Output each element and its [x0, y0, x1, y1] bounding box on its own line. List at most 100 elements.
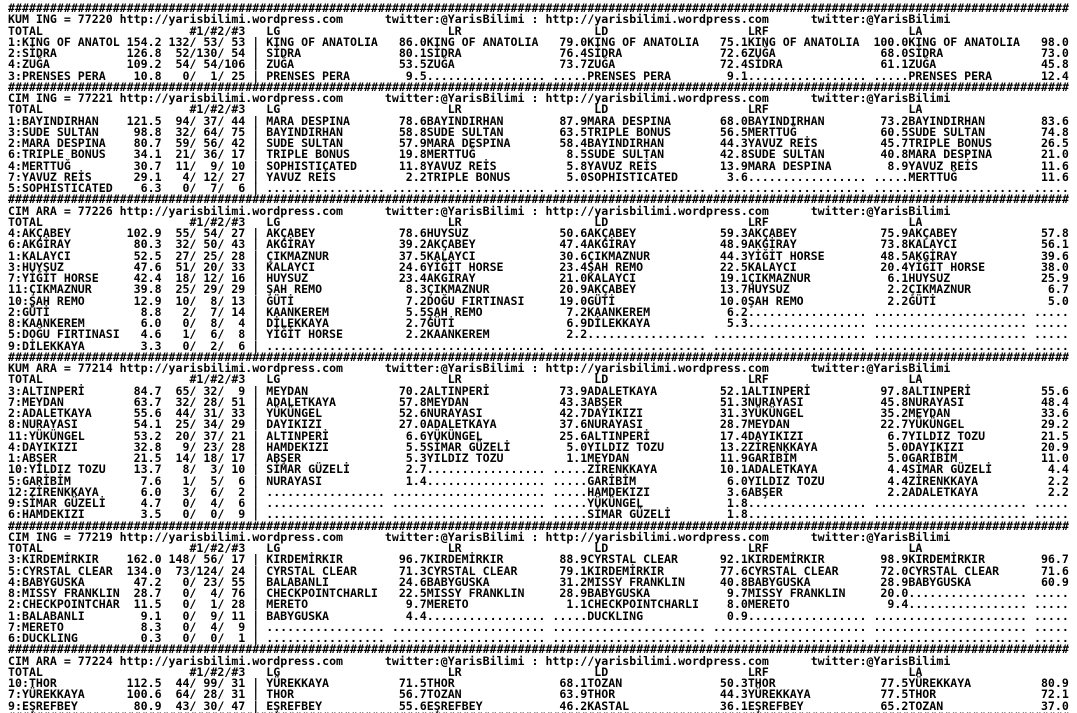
row-horse-name: 2:SİDRA — [8, 46, 57, 60]
cell-lg-name: SOPHISTICATED — [266, 158, 357, 173]
cell-la-value: 71.6 — [1040, 563, 1069, 578]
table-row: 3:KIRDEMİRKIR 162.0 148/ 56/ 17 | KIRDEMİRKI… — [8, 552, 1077, 567]
cell-lrf-name: CYRSTAL CLEAR — [747, 563, 839, 578]
row-total-value: 134.0 — [126, 563, 162, 578]
cell-la-name: MEYDAN — [908, 406, 951, 420]
cell-lr-value: 5.0 — [566, 169, 588, 184]
cell-la-name: ................. — [908, 316, 1028, 330]
cell-la-name: ................. — [908, 327, 1028, 342]
cell-la-name: ................. — [908, 597, 1028, 612]
cell-lr-name: MERETO — [426, 597, 469, 612]
cell-la-value: 72.1 — [1040, 687, 1069, 702]
column-header-la: LA — [908, 372, 923, 387]
row-placings: 65/ 32/ 9 — [175, 383, 246, 398]
cell-ld-name: AKÇABEY — [587, 226, 637, 240]
cell-ld-value: 44.3 — [719, 136, 748, 150]
row-total-value: 121.5 — [126, 113, 162, 128]
row-placings: 43/ 30/ 47 — [175, 698, 246, 713]
cell-lr-value: ..... — [552, 631, 588, 645]
column-header-lrf: LRF — [747, 102, 769, 117]
table-row: 10:THOR 112.5 44/ 99/ 31 | YÜREKKAYA 71.5THOR… — [8, 676, 1077, 690]
table-row: 5:SOPHISTICATED 6.3 0/ 7/ 6 |..............… — [8, 182, 1077, 194]
cell-lg-name: MARA DESPINA — [266, 113, 350, 128]
cell-lr-name: NURAYASI — [426, 406, 483, 420]
cell-la-value: ..... — [1033, 338, 1069, 353]
cell-la-value: 74.8 — [1040, 124, 1069, 139]
cell-la-name: SİDRA — [908, 46, 944, 60]
race-label: KUM ING = 77220 — [8, 12, 113, 27]
cell-ld-value: 59.3 — [719, 226, 748, 240]
column-header-row: TOTAL #1/#2/#3 LG LR LD LRF LA — [8, 102, 1077, 117]
row-total-value: 4.6 — [140, 327, 162, 342]
table-row: 4:BABYGUSKA 47.2 0/ 23/ 55 | BALABANLI 24.6BA… — [8, 576, 1077, 588]
site-url: http://yarisbilimi.wordpress.com — [545, 653, 769, 668]
cell-la-name: BAYINDIRHAN — [908, 113, 986, 128]
cell-ld-value: 44.3 — [719, 248, 748, 263]
twitter-handle: twitter:@YarisBilimi — [384, 91, 525, 105]
row-horse-name: 5:GARİBİM — [8, 473, 71, 488]
table-row: 1:ABŞER 21.5 14/ 18/ 17 | ABŞER 5.3YILDIZ TOZ… — [8, 451, 1077, 465]
cell-lr-value: 37.6 — [559, 417, 588, 432]
cell-ld-value: 0.9 — [726, 608, 748, 623]
cell-ld-name: AKGİRAY — [587, 237, 637, 252]
twitter-handle: twitter:@YarisBilimi — [384, 529, 525, 544]
cell-lr-value: 73.7 — [559, 57, 588, 72]
cell-lg-name: BAYINDIRHAN — [266, 124, 343, 139]
cell-lr-value: ..... — [552, 68, 588, 83]
cell-lr-value: 46.2 — [559, 698, 588, 713]
cell-la-name: GARİBİM — [908, 451, 958, 465]
cell-la-name: DAYIKIZI — [908, 439, 965, 454]
row-total-value: 109.2 — [126, 57, 162, 72]
cell-ld-name: BABYGUSKA — [587, 586, 651, 600]
pipe-divider: | — [252, 507, 260, 522]
cell-la-value: 12.4 — [1040, 68, 1069, 83]
cell-la-value: 2.2 — [1047, 484, 1069, 499]
colon-separator: : — [531, 12, 539, 27]
cell-lr-name: KAANKEREM — [426, 327, 490, 342]
section-header: KUM ING = 77220 http://yarisbilimi.wordpr… — [8, 12, 1077, 27]
row-total-value: 4.7 — [140, 496, 162, 510]
table-row: 12:ZİRENKKAYA 6.0 3/ 6/ 2 |................… — [8, 484, 1077, 499]
cell-lg-value: 8.3 — [405, 282, 427, 297]
cell-lr-value: 68.1 — [559, 676, 588, 690]
pipe-divider: | — [252, 687, 260, 702]
cell-ld-value: 3.6 — [726, 484, 748, 499]
pipe-divider: | — [252, 46, 260, 60]
row-horse-name: 5:DOĞU FIRTINASI — [8, 327, 120, 342]
pipe-divider: | — [252, 34, 260, 49]
cell-lg-name: PRENSES PERA — [266, 68, 350, 83]
row-horse-name: 1:ABŞER — [8, 451, 57, 465]
row-horse-name: 4:ZUĞA — [8, 57, 50, 72]
race-label: CIM ARA = 77226 — [8, 203, 113, 218]
row-placings: 0/ 1/ 25 — [182, 68, 246, 83]
cell-lr-value: 21.0 — [559, 271, 588, 285]
row-horse-name: 3:KIRDEMİRKIR — [8, 552, 99, 567]
cell-ld-value: ..... — [712, 338, 748, 353]
cell-lr-name: TOZAN — [426, 687, 462, 702]
row-total-value: 52.5 — [133, 248, 162, 263]
row-total-value: 80.7 — [133, 136, 162, 150]
cell-lr-name: EŞREFBEY — [426, 698, 483, 713]
pipe-divider: | — [252, 147, 260, 162]
row-total-value: 6.0 — [140, 316, 162, 330]
cell-la-name: HUYSUZ — [908, 271, 951, 285]
cell-lrf-name: DAYIKIZI — [747, 428, 804, 443]
cell-lg-value: 71.5 — [398, 676, 427, 690]
cell-ld-name: ................. — [587, 619, 706, 634]
column-header-la: LA — [908, 214, 923, 229]
row-horse-name: 11:YÜKÜNGEL — [8, 428, 85, 443]
cell-lg-name: ALTINPERİ — [266, 428, 330, 443]
row-placings: 55/ 54/ 27 — [175, 226, 246, 240]
table-row: 8:MISSY FRANKLIN 28.7 0/ 4/ 76 | CHECKPOINTC… — [8, 586, 1077, 600]
table-row: 4:AKÇABEY 102.9 55/ 54/ 27 | AKÇABEY 78.6HUYS… — [8, 226, 1077, 240]
cell-lrf-value: 73.8 — [880, 237, 909, 252]
row-total-value: 98.8 — [133, 124, 162, 139]
cell-lg-value: ..... — [391, 631, 427, 645]
cell-lr-value: ..... — [552, 496, 588, 510]
row-placings: 52/130/ 54 — [175, 46, 246, 60]
cell-ld-value: 6.2 — [726, 304, 748, 319]
table-row: 5:DOĞU FIRTINASI 4.6 1/ 6/ 8 | YİĞİT HORSE 2.… — [8, 327, 1077, 342]
row-horse-name: 6:TRIPLE BONUS — [8, 147, 106, 162]
cell-lr-value: 1.1 — [566, 597, 588, 612]
cell-lrf-name: YILDIZ TOZU — [747, 473, 825, 488]
